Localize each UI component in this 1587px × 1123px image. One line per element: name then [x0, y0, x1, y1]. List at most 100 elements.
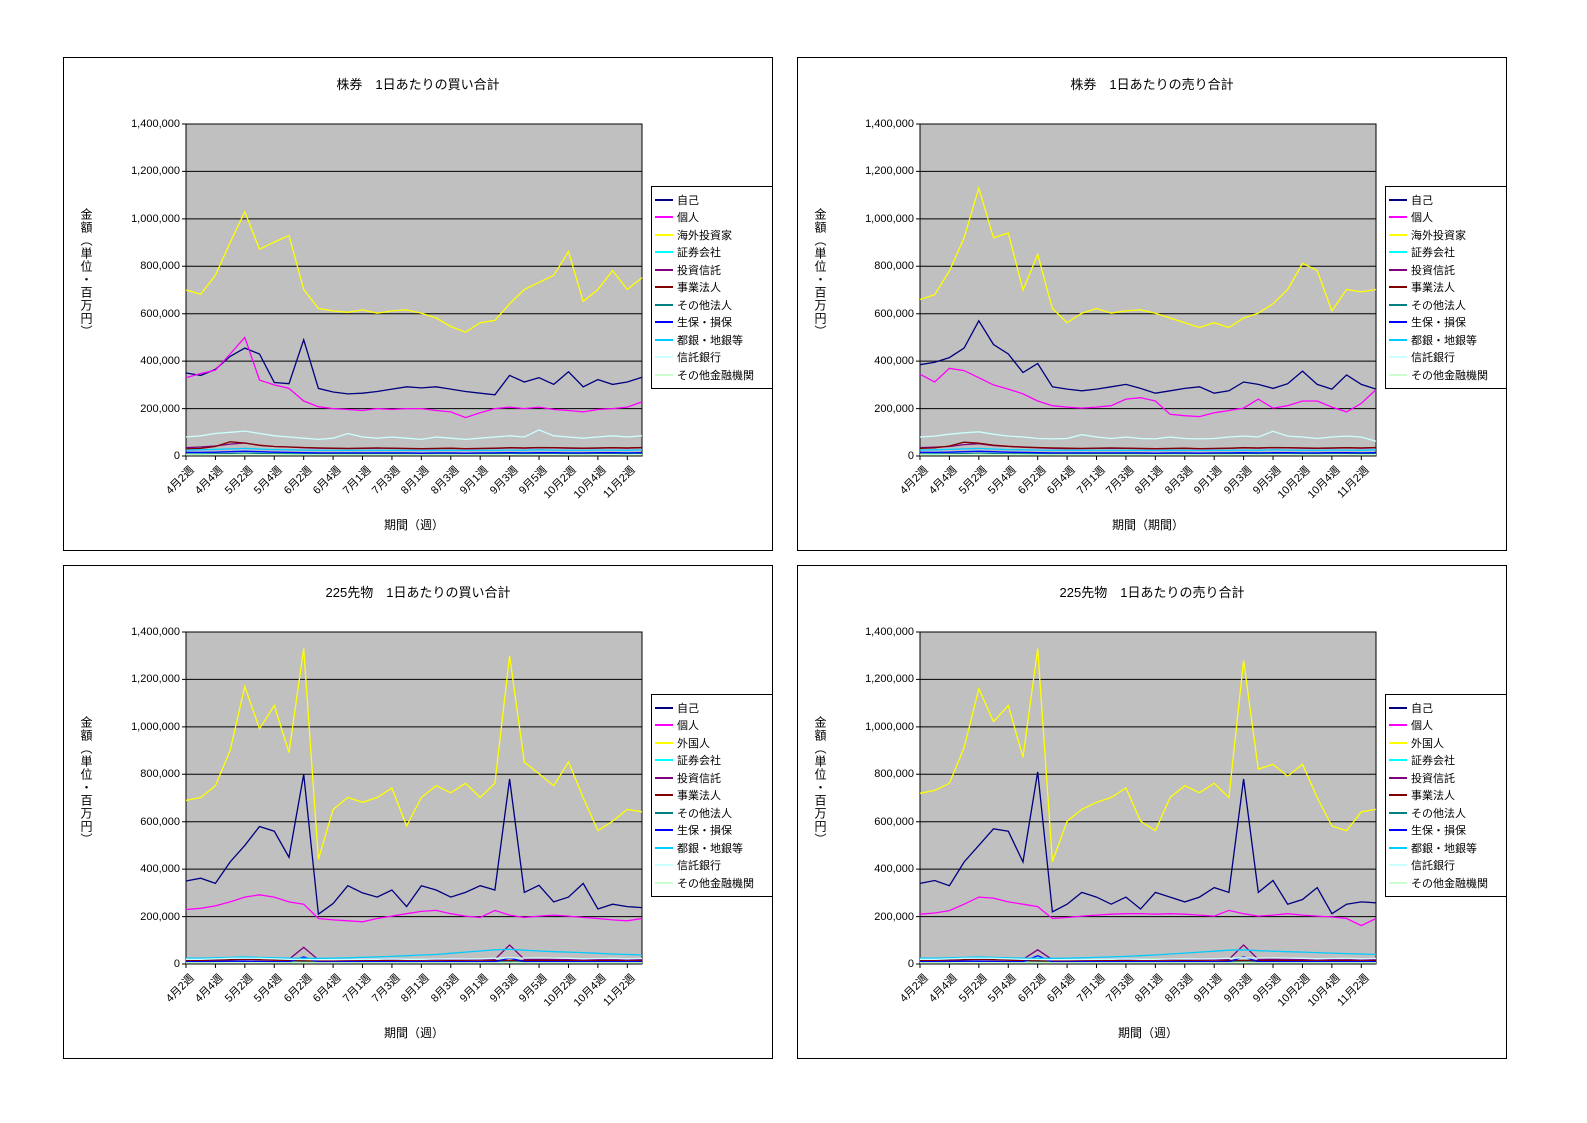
- plot-border: [185, 631, 643, 965]
- y-tick-label: 1,000,000: [131, 720, 180, 733]
- legend-item: 投資信託: [655, 769, 769, 787]
- legend-line-swatch: [1389, 233, 1407, 236]
- legend: 自己 個人 外国人 証券会社 投資信託 事業法人 その他法人 生保・損保 都銀・地銀等 信託銀行そ…: [1385, 694, 1507, 897]
- legend-line-swatch: [1389, 356, 1407, 359]
- legend-item: 信託銀行: [1389, 857, 1503, 875]
- y-tick-label: 400,000: [874, 355, 914, 368]
- legend-item: その他金融機関: [1389, 366, 1503, 384]
- y-tick-label: 400,000: [874, 863, 914, 876]
- legend-item: 証券会社: [655, 752, 769, 770]
- legend-item: 信託銀行: [1389, 349, 1503, 367]
- chart-title: 株券 1日あたりの買い合計: [336, 77, 500, 92]
- legend-line-swatch: [655, 759, 673, 762]
- legend-line-swatch: [655, 338, 673, 341]
- legend-item: 生保・損保: [655, 822, 769, 840]
- legend-line-swatch: [1389, 268, 1407, 271]
- y-tick-label: 0: [907, 450, 914, 462]
- legend-item: 事業法人: [1389, 279, 1503, 297]
- legend-item: 都銀・地銀等: [655, 331, 769, 349]
- legend-label: 投資信託: [677, 264, 721, 277]
- y-tick-label: 1,000,000: [131, 212, 180, 225]
- legend-label: 個人: [1411, 212, 1433, 225]
- legend-item: 証券会社: [1389, 244, 1503, 262]
- legend-label: 証券会社: [1411, 755, 1455, 768]
- y-tick-label: 600,000: [874, 307, 914, 320]
- legend-item: その他金融機関: [655, 874, 769, 892]
- y-tick-label: 600,000: [874, 815, 914, 828]
- legend-line-swatch: [1389, 251, 1407, 254]
- legend-label: その他法人: [1411, 299, 1466, 312]
- legend-label: 自己: [1411, 702, 1433, 715]
- legend-label: 都銀・地銀等: [677, 842, 743, 855]
- legend-line-swatch: [1389, 811, 1407, 814]
- series-line-都銀・地銀等: [186, 948, 643, 959]
- legend-line-swatch: [1389, 794, 1407, 797]
- legend-item: その他法人: [1389, 804, 1503, 822]
- y-axis-title: 金額（単位・百万円）: [813, 208, 827, 338]
- legend-item: 外国人: [655, 734, 769, 752]
- series-line-信託銀行: [920, 957, 1377, 961]
- legend-item: その他法人: [1389, 296, 1503, 314]
- legend-line-swatch: [1389, 846, 1407, 849]
- series-line-事業法人: [186, 958, 643, 962]
- legend-label: 証券会社: [677, 247, 721, 260]
- x-axis-title: 期間（期間）: [1111, 518, 1184, 532]
- series-line-外国人: [185, 648, 643, 860]
- y-tick-label: 1,400,000: [131, 626, 180, 638]
- y-tick-label: 1,200,000: [865, 165, 914, 178]
- y-tick-label: 1,400,000: [865, 626, 914, 638]
- legend-item: 個人: [1389, 209, 1503, 227]
- legend-line-swatch: [655, 233, 673, 236]
- legend-line-swatch: [655, 741, 673, 744]
- plot-area: [916, 123, 1377, 460]
- legend-label: 自己: [677, 702, 699, 715]
- y-tick-label: 800,000: [140, 768, 180, 781]
- legend-label: その他金融機関: [677, 369, 754, 382]
- legend-label: その他法人: [677, 299, 732, 312]
- x-axis-title: 期間（週）: [1117, 1026, 1178, 1040]
- series-line-信託銀行: [919, 430, 1377, 442]
- y-axis-title: 金額（単位・百万円）: [79, 716, 93, 846]
- legend-label: 生保・損保: [677, 825, 732, 838]
- legend-label: 個人: [677, 212, 699, 225]
- series-line-個人: [185, 894, 643, 923]
- legend-label: 信託銀行: [1411, 352, 1455, 365]
- y-tick-label: 600,000: [140, 815, 180, 828]
- legend-label: 都銀・地銀等: [1411, 334, 1477, 347]
- legend-line-swatch: [655, 303, 673, 306]
- legend-line-swatch: [655, 286, 673, 289]
- series-line-その他金融機関: [920, 453, 1377, 456]
- legend-item: 都銀・地銀等: [655, 839, 769, 857]
- legend-line-swatch: [1389, 338, 1407, 341]
- series-line-都銀・地銀等: [185, 447, 643, 452]
- y-tick-label: 1,400,000: [131, 118, 180, 130]
- legend-line-swatch: [1389, 776, 1407, 779]
- legend-line-swatch: [655, 724, 673, 727]
- legend-item: 投資信託: [655, 261, 769, 279]
- series-line-事業法人: [920, 958, 1377, 962]
- y-tick-label: 200,000: [874, 402, 914, 415]
- legend-item: その他法人: [655, 296, 769, 314]
- legend-line-swatch: [1389, 303, 1407, 306]
- plot-area: [182, 123, 643, 460]
- chart-title: 225先物 1日あたりの買い合計: [325, 585, 511, 600]
- series-line-その他金融機関: [186, 453, 643, 456]
- legend-item: 都銀・地銀等: [1389, 331, 1503, 349]
- y-tick-label: 200,000: [140, 402, 180, 415]
- y-tick-label: 1,400,000: [865, 118, 914, 130]
- legend-line-swatch: [655, 829, 673, 832]
- legend-item: 証券会社: [655, 244, 769, 262]
- legend-item: 生保・損保: [655, 314, 769, 332]
- legend-item: 証券会社: [1389, 752, 1503, 770]
- series-line-自己: [919, 319, 1377, 394]
- legend-label: その他金融機関: [677, 877, 754, 890]
- chart-title: 225先物 1日あたりの売り合計: [1059, 585, 1245, 600]
- series-line-信託銀行: [186, 957, 643, 961]
- plot-area: [916, 631, 1377, 968]
- legend-label: 事業法人: [1411, 282, 1455, 295]
- chart-panel-stocks-sell: 株券 1日あたりの売り合計 金額（単位・百万円） 期間（期間） 自己 個人 海外投資…: [797, 57, 1507, 551]
- legend-line-swatch: [655, 373, 673, 376]
- legend: 自己 個人 海外投資家 証券会社 投資信託 事業法人 その他法人 生保・損保 都銀・地銀等 信託銀…: [651, 186, 773, 389]
- y-tick-label: 0: [173, 450, 180, 462]
